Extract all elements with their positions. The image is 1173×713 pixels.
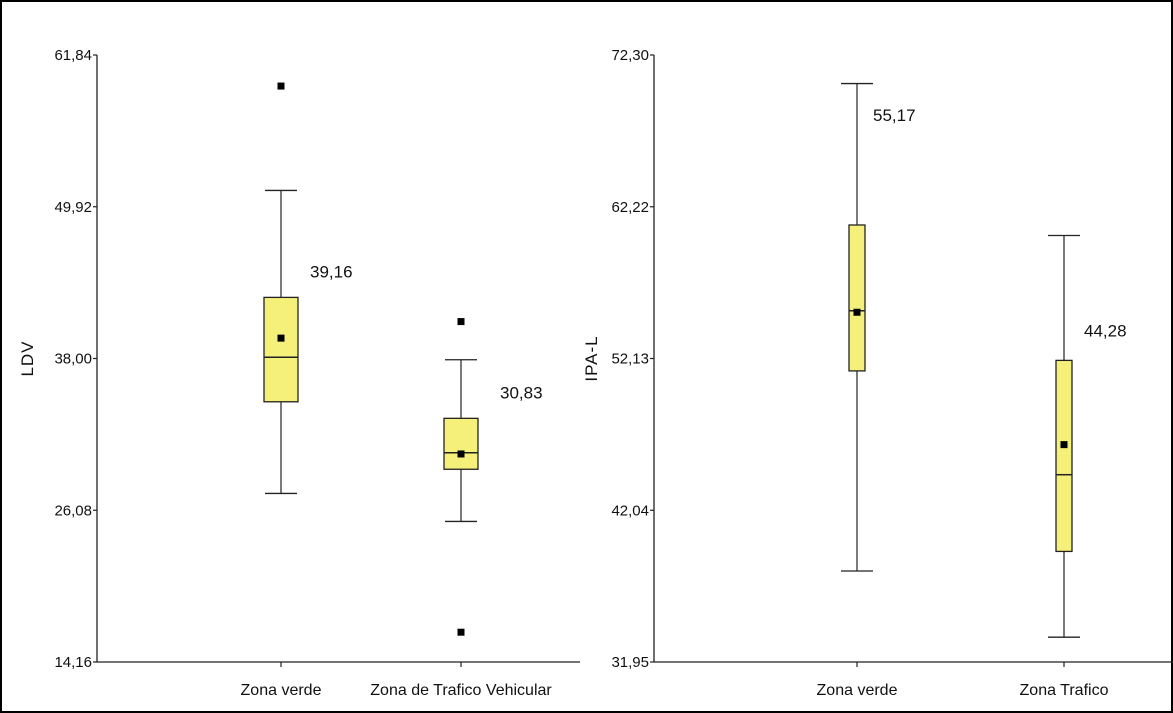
y-tick-label: 42,04 — [611, 502, 649, 519]
x-category-label: Zona verde — [241, 682, 322, 699]
outlier-point — [457, 318, 465, 326]
y-tick-label: 61,84 — [54, 47, 92, 64]
boxplot-panel-1: 14,16 26,08 38,00 49,92 61,84 LDV Zona verde 39… — [18, 47, 580, 699]
y-tick-label: 52,13 — [611, 351, 649, 368]
y-tick-label: 49,92 — [54, 199, 92, 216]
y-tick-label: 38,00 — [54, 351, 92, 368]
x-category-label: Zona de Trafico Vehicular — [370, 682, 552, 699]
mean-annotation: 39,16 — [310, 262, 353, 281]
x-category-label: Zona verde — [817, 682, 898, 699]
y-tick-label: 72,30 — [611, 47, 649, 64]
mean-marker — [1060, 441, 1068, 449]
mean-marker — [457, 450, 465, 458]
boxplot-panel-2: 31,95 42,04 52,13 62,22 72,30 IPA-L Zona verde… — [582, 47, 1173, 699]
y-tick-label: 26,08 — [54, 502, 92, 519]
mean-annotation: 55,17 — [873, 106, 916, 125]
box-iqr — [443, 417, 479, 470]
mean-annotation: 44,28 — [1084, 321, 1127, 340]
mean-annotation: 30,83 — [500, 383, 543, 402]
y-tick-label: 31,95 — [611, 654, 649, 671]
outlier-point — [277, 82, 285, 90]
y-tick-label: 62,22 — [611, 199, 649, 216]
box-iqr — [263, 296, 299, 403]
y-tick-label: 14,16 — [54, 654, 92, 671]
box-iqr — [848, 224, 866, 372]
x-category-label: Zona Trafico — [1020, 682, 1109, 699]
outlier-point — [457, 628, 465, 636]
mean-marker — [277, 334, 285, 342]
mean-marker — [853, 308, 861, 316]
box-iqr — [1055, 359, 1073, 553]
y-axis-label: LDV — [18, 340, 37, 376]
y-axis-label: IPA-L — [582, 335, 601, 381]
